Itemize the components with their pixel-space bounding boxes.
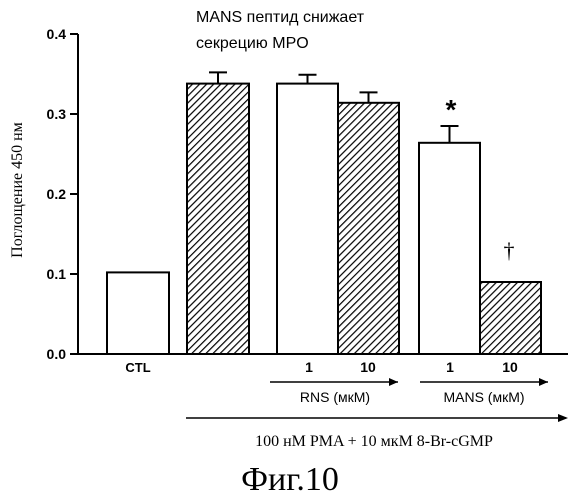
rns-arrow-head	[389, 378, 398, 386]
bar-mans-10	[480, 282, 541, 354]
condition-label: 100 нМ PMA + 10 мкМ 8-Br-cGMP	[255, 433, 493, 450]
y-tick-label-4: 0.4	[47, 26, 67, 42]
mans-group-label: MANS (мкМ)	[443, 389, 524, 405]
dose-label-mans-1: 1	[446, 359, 454, 375]
y-tick-label-0: 0.0	[47, 346, 67, 362]
bar-pma	[187, 84, 249, 354]
bar-rns-1	[277, 84, 338, 354]
bar-mans-1	[419, 143, 480, 354]
chart-title-line-2: секрецию MPO	[196, 35, 309, 52]
rns-group-label: RNS (мкМ)	[300, 389, 370, 405]
figure-label: Фиг.10	[241, 461, 339, 498]
y-tick-label-2: 0.2	[47, 186, 67, 202]
y-tick-label-3: 0.3	[47, 106, 67, 122]
dose-label-mans-10: 10	[502, 359, 518, 375]
chart-title-line-1: MANS пептид снижает	[196, 9, 365, 26]
y-tick-label-1: 0.1	[47, 266, 67, 282]
dose-label-rns-10: 10	[360, 359, 376, 375]
bars	[107, 84, 541, 354]
category-label-ctl: CTL	[125, 360, 150, 375]
dose-label-rns-1: 1	[305, 359, 313, 375]
condition-arrow-head	[558, 414, 568, 422]
bar-rns-10	[338, 103, 399, 354]
mans-arrow-head	[539, 378, 548, 386]
annotation-dagger: †	[504, 238, 515, 263]
bar-ctl	[107, 272, 169, 354]
y-axis-label: Поглощение 450 нм	[9, 122, 26, 258]
annotation-star: *	[446, 94, 457, 125]
y-ticks: 0.0 0.1 0.2 0.3 0.4	[47, 26, 78, 362]
